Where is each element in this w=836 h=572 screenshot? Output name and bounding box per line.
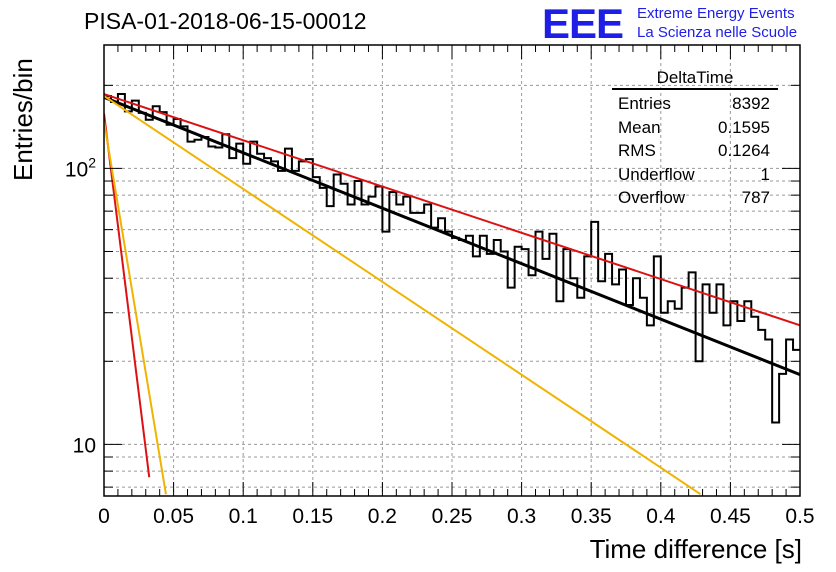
stats-value: 8392 (732, 94, 770, 113)
x-tick-label: 0 (98, 505, 110, 528)
stats-label: Entries (618, 94, 671, 113)
stats-row-entries: Entries 8392 (612, 92, 778, 116)
y-axis-label: Entries/bin (8, 58, 38, 181)
data-layer (104, 93, 800, 496)
stats-label: Overflow (618, 188, 686, 207)
x-tick-label: 0.2 (368, 505, 397, 528)
stats-value: 1 (760, 164, 770, 184)
fit-line (104, 95, 800, 376)
stats-title: DeltaTime (612, 68, 778, 90)
fit-line (104, 95, 702, 496)
fit-line (104, 93, 800, 327)
stats-row-overflow: Overflow 787 (612, 186, 778, 210)
x-tick-label: 0.4 (646, 505, 676, 528)
stats-label: RMS (618, 141, 656, 160)
y-tick-label: 102 (65, 154, 96, 181)
x-axis-label: Time difference [s] (589, 534, 802, 564)
x-tick-label: 0.1 (229, 505, 258, 528)
stats-row-mean: Mean 0.1595 (612, 116, 778, 140)
x-tick-label: 0.3 (507, 505, 536, 528)
y-tick-exponent: 2 (88, 154, 96, 170)
x-tick-label: 0.15 (292, 505, 333, 528)
logo-subtitle-line2: La Scienza nelle Scuole (637, 24, 798, 41)
eee-logo: EEE (542, 0, 624, 47)
axis-ticks (103, 45, 801, 496)
stats-value: 0.1595 (718, 117, 770, 137)
stats-label: Mean (618, 117, 661, 137)
stats-box: DeltaTime Entries 8392 Mean 0.1595 RMS 0… (612, 68, 778, 210)
histogram-steps (104, 93, 800, 424)
logo-subtitle-line1: Extreme Energy Events (637, 5, 795, 22)
x-tick-label: 0.5 (785, 505, 814, 528)
stats-value: 0.1264 (718, 141, 770, 160)
x-tick-label: 0.35 (571, 505, 612, 528)
x-tick-label: 0.25 (432, 505, 473, 528)
stats-label: Underflow (618, 164, 695, 184)
x-tick-label: 0.05 (153, 505, 194, 528)
run-title: PISA-01-2018-06-15-00012 (84, 8, 367, 34)
stats-value: 787 (741, 188, 770, 207)
stats-row-rms: RMS 0.1264 (612, 139, 778, 163)
grid-lines (104, 45, 800, 496)
fit-line (104, 113, 151, 478)
fit-line (104, 121, 167, 495)
stats-row-underflow: Underflow 1 (612, 163, 778, 187)
x-tick-label: 0.45 (710, 505, 751, 528)
y-tick-label: 10 (73, 434, 96, 457)
